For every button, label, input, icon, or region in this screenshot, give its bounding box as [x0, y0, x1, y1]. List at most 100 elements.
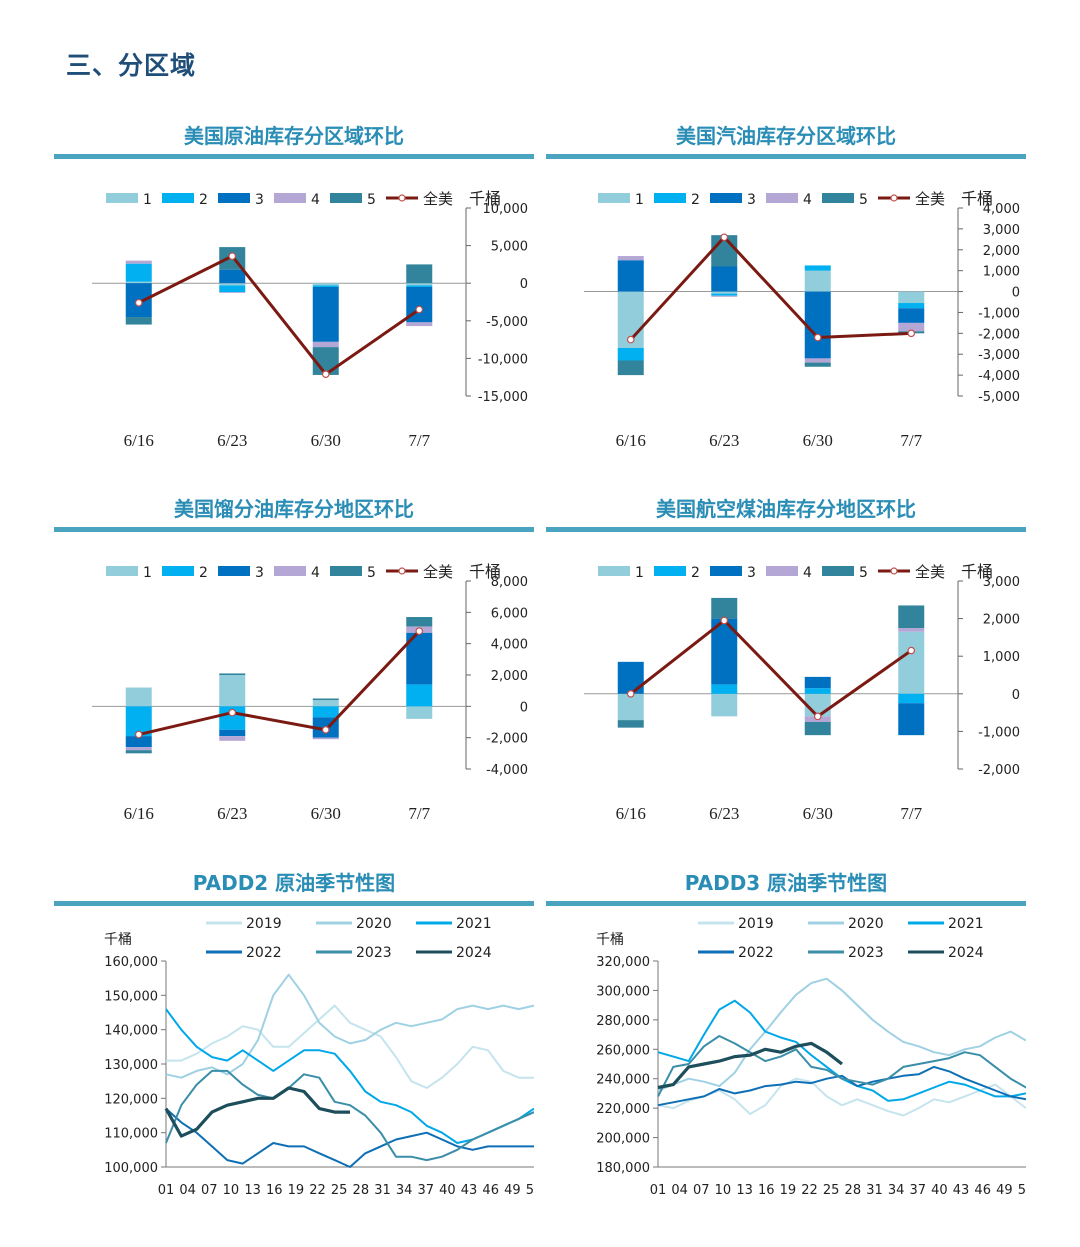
total-point: [626, 690, 635, 698]
legend-label: 2024: [948, 945, 984, 961]
bar-segment: [219, 706, 246, 730]
bar-segment: [125, 263, 152, 282]
legend-label: 2020: [848, 916, 884, 932]
total-line: [138, 630, 421, 736]
legend-swatch: [598, 566, 630, 576]
y-tick-label: 120,000: [104, 1092, 158, 1107]
x-tick-label: 46: [974, 1183, 991, 1198]
bar-segment: [898, 605, 925, 628]
bar-segment: [617, 256, 644, 261]
title-rule: [546, 527, 1026, 532]
bar-segment: [125, 750, 152, 754]
legend-label: 2022: [246, 945, 282, 961]
x-tick-label: 19: [288, 1183, 305, 1198]
total-point: [228, 708, 237, 717]
distillate-stock-change-chart: 1 2 3 4 5 全美 千桶8,000 6,000 4,000 2,000 0 -2,000 -4,0…: [92, 562, 528, 823]
bar-segment: [406, 285, 433, 287]
x-tick-label: 6/23: [709, 431, 739, 450]
title-rule: [546, 154, 1026, 159]
y-tick-label: 1,000: [983, 265, 1020, 280]
x-tick-label: 6/30: [803, 804, 833, 823]
y-tick-label: 320,000: [596, 955, 650, 970]
y-tick-label: -2,000: [978, 327, 1020, 342]
y-tick-label: 1,000: [983, 650, 1020, 665]
section-title: 三、分区域: [66, 51, 197, 80]
title-rule: [54, 154, 534, 159]
x-tick-label: 49: [996, 1183, 1013, 1198]
legend-label: 5: [367, 192, 376, 208]
bar-segment: [312, 341, 339, 348]
unit-label: 千桶: [469, 562, 501, 581]
bar-segment: [804, 270, 831, 292]
bar-segment: [406, 617, 433, 627]
legend-total-label: 全美: [423, 563, 453, 581]
legend-label: 4: [803, 192, 812, 208]
chart-title: 美国馏分油库存分地区环比: [174, 497, 414, 521]
legend-label: 3: [747, 565, 756, 581]
y-tick-label: -2,000: [486, 732, 528, 747]
x-tick-label: 28: [845, 1183, 862, 1198]
y-tick-label: 280,000: [596, 1014, 650, 1029]
bar-segment: [898, 703, 925, 736]
bar-segment: [617, 360, 644, 376]
unit-label: 千桶: [469, 189, 501, 208]
x-tick-label: 6/16: [616, 804, 646, 823]
total-point: [415, 627, 424, 635]
legend-label: 5: [859, 192, 868, 208]
total-point: [907, 329, 916, 338]
bar-segment: [219, 673, 246, 675]
chart-title: 美国航空煤油库存分地区环比: [656, 497, 916, 521]
x-tick-label: 49: [504, 1183, 521, 1198]
x-tick-label: 04: [179, 1183, 196, 1198]
legend-swatch: [162, 193, 194, 203]
x-tick-label: 28: [353, 1183, 370, 1198]
x-tick-label: 19: [780, 1183, 797, 1198]
x-tick-label: 6/23: [217, 431, 247, 450]
total-line: [629, 618, 913, 719]
y-tick-label: 2,000: [983, 613, 1020, 628]
legend-label: 5: [367, 565, 376, 581]
bar-segment: [804, 676, 831, 689]
padd3-seasonal-chart: 2019 2020 2021 2022 2023 2024 千桶 180,000 200,000…: [596, 916, 1026, 1198]
y-tick-label: 0: [1012, 286, 1020, 301]
y-tick-label: 0: [520, 700, 528, 715]
legend-total-marker: [398, 567, 406, 575]
legend-swatch: [106, 566, 138, 576]
series-line: [165, 973, 534, 1079]
series-line: [657, 1041, 843, 1090]
bar-segment: [219, 269, 246, 284]
x-tick-label: 7/7: [900, 431, 922, 450]
y-tick-label: -1,000: [978, 306, 1020, 321]
legend-label: 1: [143, 565, 152, 581]
x-tick-label: 25: [331, 1183, 348, 1198]
unit-label: 千桶: [596, 932, 624, 948]
bar-segment: [804, 722, 831, 736]
x-tick-label: 25: [823, 1183, 840, 1198]
legend-swatch: [766, 566, 798, 576]
legend-swatch: [218, 566, 250, 576]
x-tick-label: 16: [266, 1183, 283, 1198]
gasoline-stock-change-chart: 1 2 3 4 5 全美 千桶4,000 3,000 2,000 1,000 0 -1,000 -2,0…: [584, 189, 1020, 450]
series-line: [657, 977, 1026, 1092]
bar-segment: [125, 736, 152, 748]
y-tick-label: 4,000: [983, 202, 1020, 217]
x-tick-label: 6/23: [709, 804, 739, 823]
legend-label: 1: [635, 192, 644, 208]
total-point: [321, 726, 330, 734]
x-tick-label: 7/7: [408, 804, 430, 823]
series-line: [657, 1065, 1026, 1107]
bar-segment: [406, 684, 433, 707]
x-tick-label: 13: [736, 1183, 753, 1198]
legend-label: 2019: [738, 916, 774, 932]
chart-title: 美国原油库存分区域环比: [184, 124, 404, 148]
legend-swatch: [162, 566, 194, 576]
total-point: [720, 233, 729, 242]
x-tick-label: 37: [909, 1183, 926, 1198]
y-tick-label: 5,000: [491, 240, 528, 255]
total-point: [134, 730, 143, 739]
total-point: [626, 335, 635, 344]
bar-segment: [312, 286, 339, 342]
legend-label: 2: [691, 565, 700, 581]
bar-segment: [617, 260, 644, 292]
legend-label: 3: [255, 192, 264, 208]
